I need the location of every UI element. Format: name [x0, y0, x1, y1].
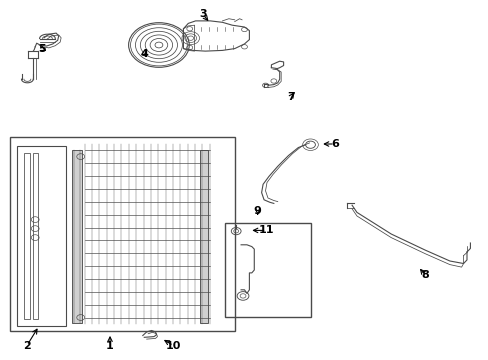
Text: 3: 3: [199, 9, 206, 19]
Text: 9: 9: [253, 206, 261, 216]
Text: 2: 2: [23, 341, 31, 351]
Text: 10: 10: [165, 341, 181, 351]
Text: 7: 7: [286, 92, 294, 102]
Text: 8: 8: [421, 270, 428, 280]
Bar: [17, 146, 66, 326]
Bar: [24, 153, 30, 319]
Text: 5: 5: [38, 44, 45, 54]
Text: 4: 4: [140, 49, 148, 59]
Bar: [10, 137, 234, 331]
Bar: [224, 223, 310, 317]
Bar: [72, 150, 82, 323]
Text: 1: 1: [106, 341, 114, 351]
Bar: [33, 153, 38, 319]
Text: 6: 6: [330, 139, 338, 149]
Bar: [199, 150, 208, 323]
Text: 11: 11: [258, 225, 274, 235]
